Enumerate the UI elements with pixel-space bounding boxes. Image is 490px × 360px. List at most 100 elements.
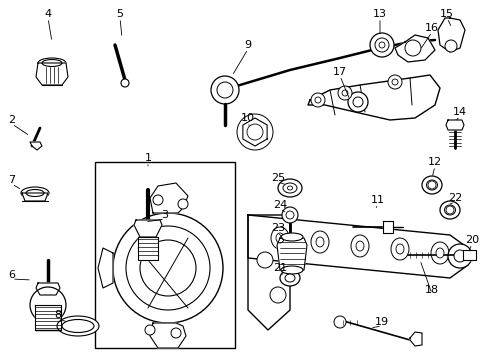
Ellipse shape: [436, 248, 444, 258]
Text: 12: 12: [428, 157, 442, 167]
Circle shape: [405, 40, 421, 56]
Text: 5: 5: [117, 9, 123, 19]
Circle shape: [334, 316, 346, 328]
Polygon shape: [277, 238, 307, 270]
Circle shape: [375, 38, 389, 52]
Circle shape: [270, 287, 286, 303]
Polygon shape: [98, 248, 113, 288]
Circle shape: [454, 250, 466, 262]
Circle shape: [448, 244, 472, 268]
Circle shape: [171, 328, 181, 338]
Polygon shape: [248, 215, 468, 278]
Ellipse shape: [396, 244, 404, 254]
Text: 11: 11: [371, 195, 385, 205]
Circle shape: [338, 86, 352, 100]
Text: 19: 19: [375, 317, 389, 327]
Text: 16: 16: [425, 23, 439, 33]
Ellipse shape: [440, 201, 460, 219]
Ellipse shape: [391, 238, 409, 260]
Ellipse shape: [283, 183, 297, 193]
Ellipse shape: [426, 180, 438, 190]
Circle shape: [388, 75, 402, 89]
Ellipse shape: [62, 320, 94, 333]
Polygon shape: [138, 237, 158, 260]
Ellipse shape: [276, 233, 284, 243]
Polygon shape: [463, 250, 476, 260]
Polygon shape: [383, 221, 393, 233]
Circle shape: [113, 213, 223, 323]
Text: 15: 15: [440, 9, 454, 19]
Text: 10: 10: [241, 113, 255, 123]
Text: 13: 13: [373, 9, 387, 19]
Circle shape: [211, 76, 239, 104]
Polygon shape: [35, 305, 61, 330]
Text: 20: 20: [465, 235, 479, 245]
Text: 9: 9: [245, 40, 251, 50]
Circle shape: [126, 226, 210, 310]
Text: 6: 6: [8, 270, 16, 280]
Text: 17: 17: [333, 67, 347, 77]
Text: 22: 22: [448, 193, 462, 203]
Text: 3: 3: [162, 210, 169, 220]
Text: 8: 8: [54, 310, 62, 320]
Polygon shape: [30, 142, 42, 150]
Ellipse shape: [288, 186, 293, 190]
Circle shape: [446, 206, 454, 214]
Circle shape: [217, 82, 233, 98]
Circle shape: [445, 40, 457, 52]
Ellipse shape: [26, 189, 44, 197]
Polygon shape: [248, 215, 290, 330]
Circle shape: [428, 181, 436, 189]
Circle shape: [257, 252, 273, 268]
Circle shape: [353, 97, 363, 107]
Polygon shape: [22, 193, 48, 201]
Polygon shape: [243, 118, 267, 146]
Ellipse shape: [285, 274, 295, 282]
Ellipse shape: [311, 231, 329, 253]
Ellipse shape: [316, 237, 324, 247]
Circle shape: [30, 287, 66, 323]
Text: 7: 7: [8, 175, 16, 185]
Text: 23: 23: [271, 223, 285, 233]
Circle shape: [392, 79, 398, 85]
Polygon shape: [36, 63, 68, 85]
Text: 2: 2: [8, 115, 16, 125]
Circle shape: [140, 240, 196, 296]
Ellipse shape: [42, 59, 62, 67]
Ellipse shape: [280, 270, 300, 286]
Ellipse shape: [356, 241, 364, 251]
Ellipse shape: [422, 176, 442, 194]
Circle shape: [370, 33, 394, 57]
Circle shape: [121, 79, 129, 87]
Text: 1: 1: [145, 153, 151, 163]
Polygon shape: [438, 18, 465, 52]
Ellipse shape: [444, 205, 456, 215]
Text: 25: 25: [271, 173, 285, 183]
Circle shape: [311, 93, 325, 107]
Ellipse shape: [38, 58, 66, 68]
Ellipse shape: [431, 242, 449, 264]
Ellipse shape: [281, 233, 303, 241]
Circle shape: [145, 325, 155, 335]
Ellipse shape: [351, 235, 369, 257]
Circle shape: [315, 97, 321, 103]
Circle shape: [379, 42, 385, 48]
Circle shape: [342, 90, 348, 96]
Polygon shape: [308, 75, 440, 120]
Ellipse shape: [281, 266, 303, 274]
Text: 4: 4: [45, 9, 51, 19]
Circle shape: [286, 211, 294, 219]
Polygon shape: [446, 120, 464, 130]
Ellipse shape: [21, 187, 49, 199]
Ellipse shape: [271, 227, 289, 249]
Polygon shape: [36, 283, 60, 295]
Circle shape: [348, 92, 368, 112]
Bar: [95, 162, 235, 348]
Polygon shape: [150, 323, 186, 348]
Text: 24: 24: [273, 200, 287, 210]
Text: 14: 14: [453, 107, 467, 117]
Ellipse shape: [278, 179, 302, 197]
Polygon shape: [395, 35, 435, 62]
Ellipse shape: [57, 316, 99, 336]
Circle shape: [282, 207, 298, 223]
